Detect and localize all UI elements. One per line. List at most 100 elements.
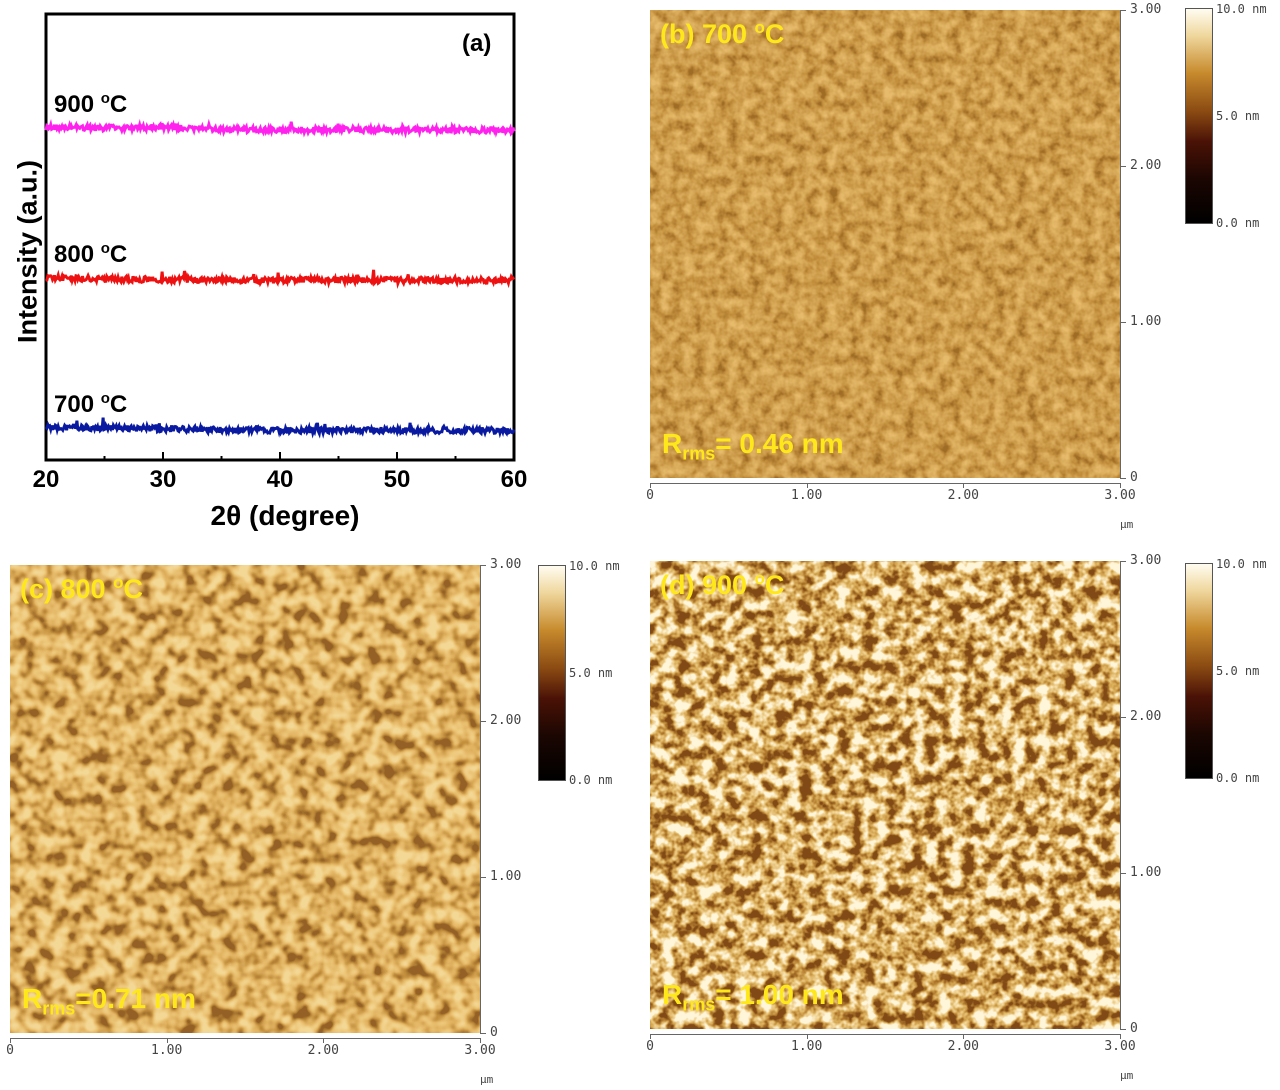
y-tick-label: 3.00 bbox=[1130, 2, 1162, 17]
y-tick-label: 2.00 bbox=[1130, 709, 1162, 724]
rms-symbol: R bbox=[22, 983, 43, 1014]
rms-value: = 0.46 nm bbox=[715, 428, 844, 459]
x-axis-line bbox=[650, 483, 1120, 484]
y-tick bbox=[1120, 322, 1126, 323]
y-tick-label: 0 bbox=[1130, 470, 1138, 485]
colorbar-label: 0.0 nm bbox=[1216, 771, 1260, 785]
unit: C bbox=[123, 574, 143, 604]
x-tick-label: 0 bbox=[646, 1039, 654, 1054]
rms-subscript: rms bbox=[682, 994, 716, 1015]
y-tick-label: 1.00 bbox=[1130, 314, 1162, 329]
x-tick-label: 20 bbox=[32, 466, 60, 493]
y-tick-label: 3.00 bbox=[1130, 553, 1162, 568]
colorbar-label: 0.0 nm bbox=[569, 773, 613, 787]
x-tick-label: 0 bbox=[6, 1043, 14, 1058]
x-tick-label: 1.00 bbox=[791, 1039, 823, 1054]
unit: C bbox=[109, 241, 128, 268]
height-colorbar bbox=[1185, 563, 1213, 779]
y-tick-label: 2.00 bbox=[490, 713, 522, 728]
panel-title-text: (b) 700 bbox=[660, 19, 755, 49]
x-tick-label: 0 bbox=[646, 488, 654, 503]
degree-sup: o bbox=[100, 90, 110, 107]
y-tick bbox=[1120, 10, 1126, 11]
degree-sup: o bbox=[100, 240, 110, 257]
axis-unit: μm bbox=[1120, 1069, 1134, 1082]
y-tick bbox=[1120, 478, 1126, 479]
y-tick-label: 2.00 bbox=[1130, 158, 1162, 173]
x-tick bbox=[963, 1034, 965, 1039]
afm-image bbox=[650, 561, 1120, 1029]
y-tick bbox=[480, 877, 486, 878]
degree-sup: o bbox=[754, 569, 765, 588]
series-label-text: 700 bbox=[54, 391, 101, 418]
y-tick bbox=[1120, 561, 1126, 562]
unit: C bbox=[109, 391, 128, 418]
y-tick bbox=[1120, 873, 1126, 874]
x-tick bbox=[166, 1038, 168, 1043]
rms-symbol: R bbox=[662, 428, 683, 459]
x-tick bbox=[10, 1038, 11, 1043]
x-tick-label: 3.00 bbox=[464, 1043, 496, 1058]
rms-value: =0.71 nm bbox=[75, 983, 196, 1014]
y-tick bbox=[1120, 717, 1126, 718]
series-label: 800 oC bbox=[54, 240, 127, 269]
panel-title: (c) 800 oC bbox=[20, 573, 143, 605]
y-axis-line bbox=[1120, 561, 1121, 1029]
y-axis-label: Intensity (a.u.) bbox=[12, 160, 43, 344]
xrd-plot bbox=[44, 12, 516, 462]
colorbar-label: 10.0 nm bbox=[1216, 2, 1267, 16]
rms-roughness: Rrms= 1.00 nm bbox=[662, 979, 844, 1016]
colorbar-label: 5.0 nm bbox=[569, 666, 613, 680]
rms-roughness: Rrms=0.71 nm bbox=[22, 983, 196, 1020]
colorbar-label: 10.0 nm bbox=[569, 559, 620, 573]
x-tick-label: 3.00 bbox=[1104, 1039, 1136, 1054]
x-axis-line bbox=[10, 1038, 480, 1039]
afm-image bbox=[10, 565, 480, 1033]
x-tick-label: 60 bbox=[500, 466, 528, 493]
y-tick-label: 0 bbox=[490, 1025, 498, 1040]
x-tick-label: 30 bbox=[149, 466, 177, 493]
x-tick bbox=[480, 1038, 481, 1043]
y-axis-line bbox=[480, 565, 481, 1033]
x-tick bbox=[650, 483, 651, 488]
y-tick-label: 1.00 bbox=[1130, 865, 1162, 880]
unit: C bbox=[109, 91, 128, 118]
x-tick bbox=[806, 1034, 808, 1039]
series-label: 900 oC bbox=[54, 90, 127, 119]
x-tick bbox=[650, 1034, 651, 1039]
x-tick bbox=[806, 483, 808, 488]
xrd-series-line bbox=[44, 118, 516, 139]
y-tick-label: 3.00 bbox=[490, 557, 522, 572]
x-tick-label: 2.00 bbox=[307, 1043, 339, 1058]
degree-sup: o bbox=[113, 573, 124, 592]
colorbar-label: 5.0 nm bbox=[1216, 109, 1260, 123]
y-tick bbox=[480, 1033, 486, 1034]
x-tick-label: 40 bbox=[266, 466, 294, 493]
y-axis-line bbox=[1120, 10, 1121, 478]
xrd-series-line bbox=[44, 417, 516, 439]
x-tick-label: 1.00 bbox=[151, 1043, 183, 1058]
panel-title: (d) 900 oC bbox=[660, 569, 784, 601]
panel-title-text: (c) 800 bbox=[20, 574, 114, 604]
colorbar-label: 10.0 nm bbox=[1216, 557, 1267, 571]
x-tick-label: 50 bbox=[383, 466, 411, 493]
series-label-text: 900 bbox=[54, 91, 101, 118]
panel-label-a: (a) bbox=[462, 30, 492, 57]
y-tick bbox=[480, 721, 486, 722]
afm-image bbox=[650, 10, 1120, 478]
rms-roughness: Rrms= 0.46 nm bbox=[662, 428, 844, 465]
y-tick-label: 0 bbox=[1130, 1021, 1138, 1036]
panel-title-text: (d) 900 bbox=[660, 570, 755, 600]
x-tick bbox=[323, 1038, 325, 1043]
panel-title: (b) 700 oC bbox=[660, 18, 784, 50]
series-label-text: 800 bbox=[54, 241, 101, 268]
axis-unit: μm bbox=[1120, 518, 1134, 531]
x-tick-label: 2.00 bbox=[947, 1039, 979, 1054]
x-tick-label: 1.00 bbox=[791, 488, 823, 503]
y-tick bbox=[480, 565, 486, 566]
series-label: 700 oC bbox=[54, 390, 127, 419]
x-tick-label: 2.00 bbox=[947, 488, 979, 503]
height-colorbar bbox=[538, 565, 566, 781]
rms-symbol: R bbox=[662, 979, 683, 1010]
y-tick-label: 1.00 bbox=[490, 869, 522, 884]
